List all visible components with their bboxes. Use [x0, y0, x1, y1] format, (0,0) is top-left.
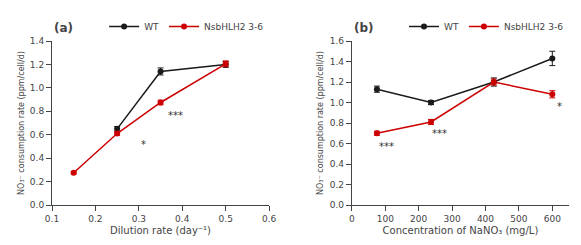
svg-text:0.2: 0.2 — [30, 177, 44, 187]
svg-text:WT: WT — [444, 22, 459, 32]
svg-text:0.0: 0.0 — [330, 200, 345, 210]
svg-text:0.1: 0.1 — [45, 214, 59, 224]
svg-text:***: *** — [168, 110, 183, 121]
svg-text:Concentration of NaNO₃ (mg/L): Concentration of NaNO₃ (mg/L) — [383, 225, 539, 236]
svg-text:NO₃⁻ consumption rate (ppm/cel: NO₃⁻ consumption rate (ppm/cell/d) — [17, 51, 26, 195]
svg-text:1.2: 1.2 — [30, 60, 44, 70]
svg-text:200: 200 — [410, 214, 427, 224]
svg-text:0.3: 0.3 — [132, 214, 146, 224]
svg-text:NsbHLH2 3-6: NsbHLH2 3-6 — [504, 22, 563, 32]
svg-text:1.4: 1.4 — [330, 57, 345, 67]
svg-text:0.6: 0.6 — [30, 130, 45, 140]
svg-text:500: 500 — [510, 214, 527, 224]
svg-text:400: 400 — [477, 214, 494, 224]
svg-text:WT: WT — [144, 22, 159, 32]
svg-text:1.2: 1.2 — [330, 77, 344, 87]
svg-text:0.2: 0.2 — [88, 214, 102, 224]
svg-text:0.6: 0.6 — [330, 139, 345, 149]
svg-text:1.0: 1.0 — [330, 98, 345, 108]
svg-text:0.4: 0.4 — [30, 153, 45, 163]
svg-text:1.0: 1.0 — [30, 83, 45, 93]
svg-text:0.4: 0.4 — [175, 214, 190, 224]
svg-text:(a): (a) — [54, 21, 73, 35]
svg-text:Dilution rate (day⁻¹): Dilution rate (day⁻¹) — [110, 225, 211, 236]
svg-text:100: 100 — [377, 214, 394, 224]
svg-text:NsbHLH2 3-6: NsbHLH2 3-6 — [204, 22, 263, 32]
svg-text:1.6: 1.6 — [330, 36, 345, 46]
svg-text:0.4: 0.4 — [330, 159, 345, 169]
svg-text:*: * — [141, 139, 146, 150]
svg-text:0.0: 0.0 — [30, 200, 45, 210]
svg-text:300: 300 — [443, 214, 460, 224]
svg-text:600: 600 — [544, 214, 561, 224]
svg-text:***: *** — [432, 128, 447, 139]
svg-text:1.4: 1.4 — [30, 36, 45, 46]
svg-text:0.8: 0.8 — [330, 118, 345, 128]
svg-text:0.2: 0.2 — [330, 180, 344, 190]
svg-text:0.5: 0.5 — [219, 214, 233, 224]
svg-text:NO₃⁻ consumption rate (ppm/cel: NO₃⁻ consumption rate (ppm/cell/d) — [316, 51, 325, 195]
svg-text:0: 0 — [349, 214, 355, 224]
svg-text:0.6: 0.6 — [262, 214, 277, 224]
svg-text:*: * — [557, 101, 562, 112]
svg-text:0.8: 0.8 — [30, 106, 45, 116]
svg-text:***: *** — [379, 141, 394, 152]
svg-text:(b): (b) — [354, 21, 374, 35]
